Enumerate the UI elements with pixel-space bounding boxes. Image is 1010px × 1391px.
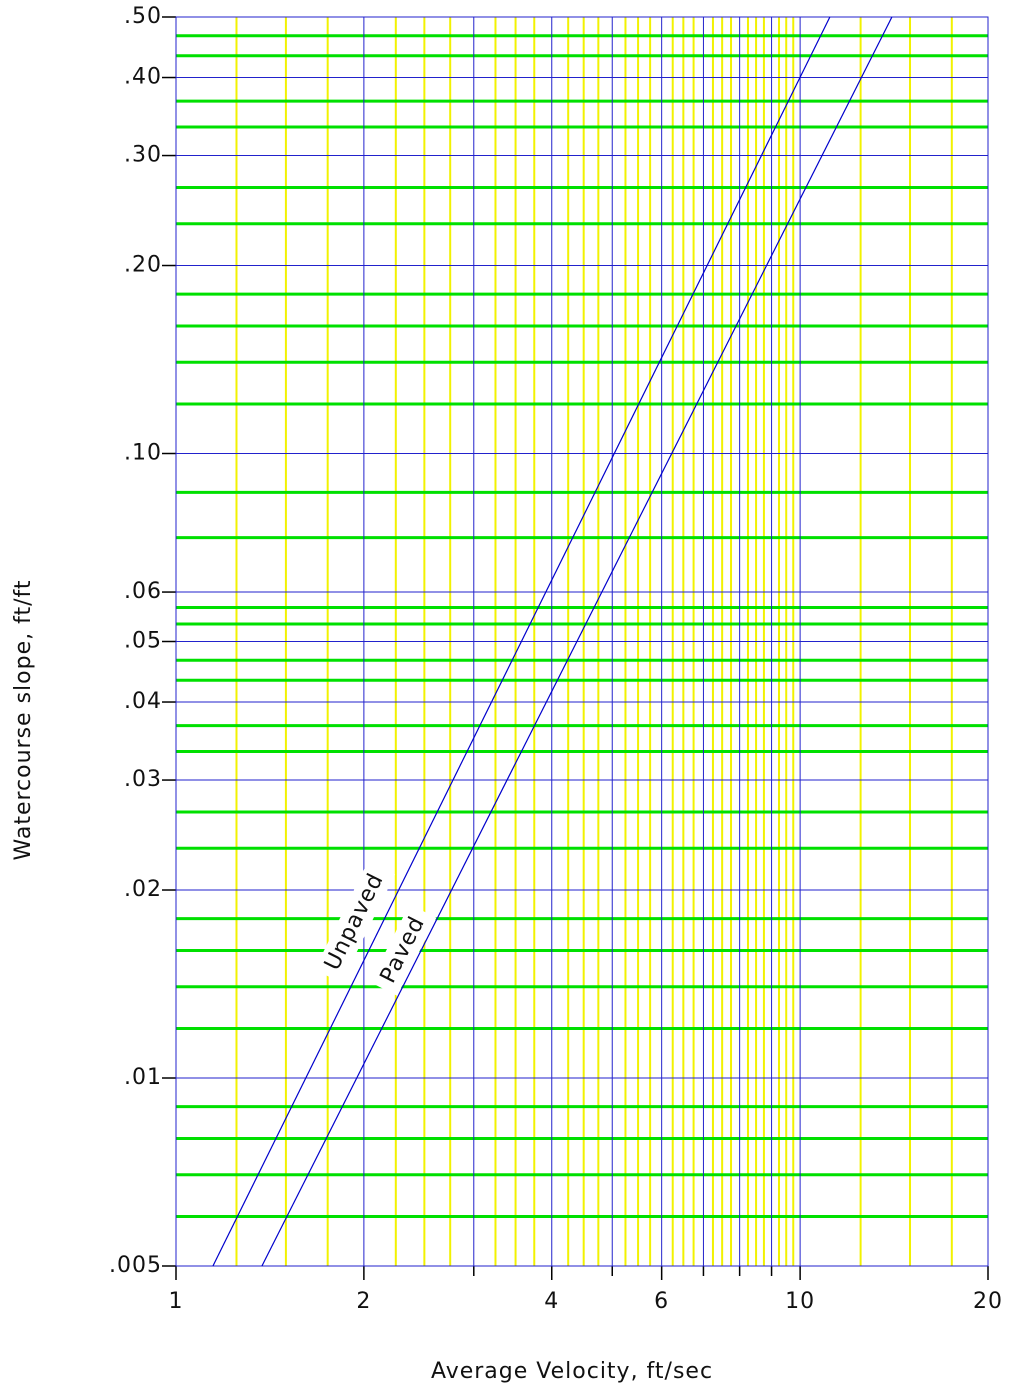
x-tick-label: 1	[169, 1289, 184, 1314]
y-tick-label: .40	[124, 65, 162, 90]
y-axis-label: Watercourse slope, ft/ft	[11, 580, 36, 861]
y-tick-label: .04	[124, 689, 162, 714]
series-line	[261, 16, 893, 1267]
y-tick-label: .20	[124, 253, 162, 278]
y-tick-label: .30	[124, 143, 162, 168]
y-tick-label: .06	[124, 579, 162, 604]
y-tick-label: .005	[109, 1253, 162, 1278]
x-tick-label: 10	[785, 1289, 815, 1314]
y-tick-label: .03	[124, 767, 162, 792]
series-line	[212, 16, 831, 1267]
y-tick-label: .50	[124, 4, 162, 29]
x-tick-label: 4	[544, 1289, 559, 1314]
x-tick-label: 2	[356, 1289, 371, 1314]
x-axis-label: Average Velocity, ft/sec	[431, 1359, 713, 1384]
series-name: Unpaved	[320, 869, 389, 974]
y-tick-label: .10	[124, 441, 162, 466]
y-tick-label: .01	[124, 1065, 162, 1090]
label-background	[370, 904, 437, 996]
x-tick-label: 20	[973, 1289, 1003, 1314]
x-tick-label: 6	[654, 1289, 669, 1314]
label-background	[314, 861, 396, 983]
y-tick-label: .05	[124, 629, 162, 654]
y-tick-label: .02	[124, 877, 162, 902]
plot-frame	[175, 16, 989, 1267]
